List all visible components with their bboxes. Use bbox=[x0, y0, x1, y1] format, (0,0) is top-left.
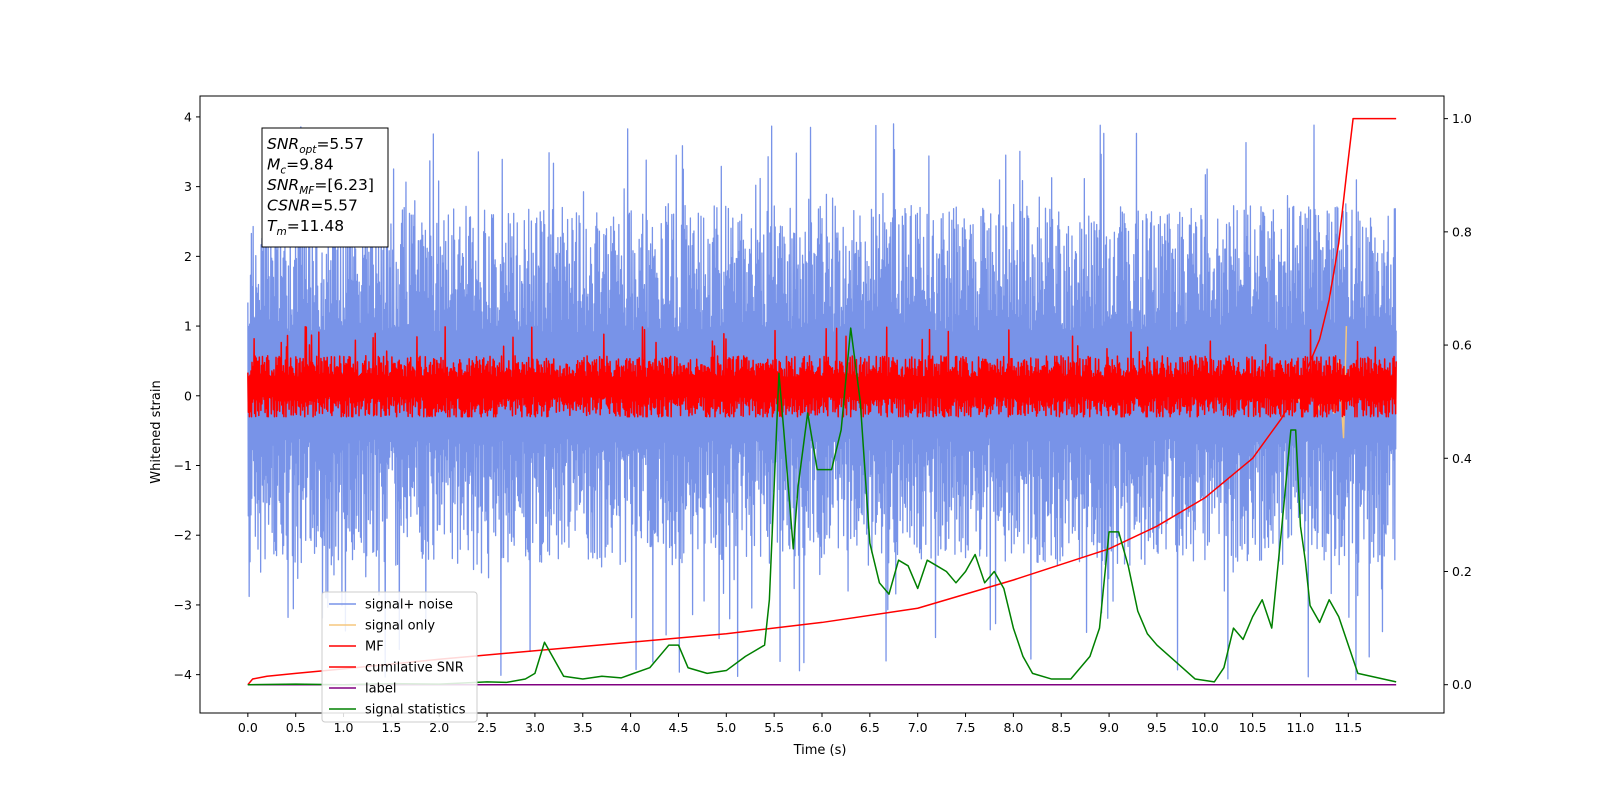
annotation-symbol: T bbox=[267, 217, 278, 235]
x-tick-label: 0.5 bbox=[286, 720, 306, 735]
x-tick-label: 7.0 bbox=[908, 720, 928, 735]
y2-tick-label: 1.0 bbox=[1452, 111, 1472, 126]
y-tick-label: 0 bbox=[184, 388, 192, 403]
y2-tick-label: 0.0 bbox=[1452, 677, 1472, 692]
x-tick-label: 5.5 bbox=[764, 720, 784, 735]
annotation-subscript: c bbox=[280, 165, 286, 177]
x-tick-label: 2.0 bbox=[429, 720, 449, 735]
annotation-symbol: M bbox=[267, 156, 280, 174]
annotation-subscript: m bbox=[276, 226, 286, 238]
legend-label: signal statistics bbox=[365, 703, 466, 718]
series-line-mf bbox=[247, 326, 1397, 418]
annotation-subscript: MF bbox=[299, 185, 315, 197]
annotation-line: Tm=11.48 bbox=[267, 217, 344, 238]
legend-label: signal only bbox=[365, 619, 435, 634]
y-axis-label: Whitened strain bbox=[149, 380, 164, 483]
y-tick-label: 2 bbox=[184, 249, 192, 264]
y-tick-label: 4 bbox=[184, 109, 192, 124]
x-tick-label: 4.0 bbox=[621, 720, 641, 735]
series-line-signal-statistics bbox=[247, 327, 1397, 686]
annotation-symbol: SNR bbox=[267, 135, 299, 153]
x-tick-label: 7.5 bbox=[956, 720, 976, 735]
y-tick-label: −4 bbox=[174, 667, 192, 682]
x-tick-label: 8.5 bbox=[1051, 720, 1071, 735]
x-tick-label: 11.0 bbox=[1287, 720, 1315, 735]
annotation-line: CSNR=5.57 bbox=[267, 197, 358, 215]
x-tick-label: 2.5 bbox=[477, 720, 497, 735]
y-axis-right: 0.0 0.2 0.4 0.6 0.8 1.0 bbox=[1444, 111, 1472, 692]
x-tick-label: 3.0 bbox=[525, 720, 545, 735]
annotation-box: SNRopt=5.57Mc=9.84SNRMF=[6.23]CSNR=5.57T… bbox=[261, 127, 389, 248]
annotation-value: =9.84 bbox=[286, 156, 334, 174]
legend-label: MF bbox=[365, 640, 384, 655]
annotation-subscript: opt bbox=[299, 144, 317, 156]
y-tick-label: −2 bbox=[174, 528, 192, 543]
x-tick-label: 3.5 bbox=[573, 720, 593, 735]
y2-tick-label: 0.8 bbox=[1452, 224, 1472, 239]
y-tick-label: −1 bbox=[174, 458, 192, 473]
x-axis-label: Time (s) bbox=[793, 743, 847, 758]
annotation-line: SNRopt=5.57 bbox=[267, 135, 364, 156]
annotation-symbol: SNR bbox=[267, 176, 299, 194]
x-tick-label: 10.0 bbox=[1191, 720, 1219, 735]
annotation-line: Mc=9.84 bbox=[267, 156, 334, 177]
annotation-line: SNRMF=[6.23] bbox=[267, 176, 374, 197]
x-tick-label: 6.0 bbox=[812, 720, 832, 735]
x-tick-label: 4.5 bbox=[669, 720, 689, 735]
x-tick-label: 0.0 bbox=[238, 720, 258, 735]
x-tick-label: 9.0 bbox=[1099, 720, 1119, 735]
y-tick-label: −3 bbox=[174, 597, 192, 612]
y2-tick-label: 0.4 bbox=[1452, 451, 1472, 466]
x-tick-label: 1.0 bbox=[334, 720, 354, 735]
x-tick-label: 9.5 bbox=[1147, 720, 1167, 735]
annotation-value: =5.57 bbox=[310, 197, 358, 215]
annotation-frame bbox=[261, 127, 389, 248]
x-tick-label: 5.0 bbox=[716, 720, 736, 735]
annotation-value: =5.57 bbox=[316, 135, 364, 153]
y-tick-label: 3 bbox=[184, 179, 192, 194]
legend: signal+ noise signal only MF cumilative SNR… bbox=[321, 591, 478, 723]
x-tick-label: 10.5 bbox=[1239, 720, 1267, 735]
legend-label: signal+ noise bbox=[365, 598, 453, 613]
legend-label: cumilative SNR bbox=[365, 661, 464, 676]
annotation-value: =11.48 bbox=[287, 217, 344, 235]
annotation-symbol: CSNR bbox=[267, 197, 310, 215]
y2-tick-label: 0.6 bbox=[1452, 338, 1472, 353]
legend-frame bbox=[321, 591, 478, 723]
x-tick-label: 1.5 bbox=[381, 720, 401, 735]
annotation-value: =[6.23] bbox=[314, 176, 374, 194]
legend-label: label bbox=[365, 682, 396, 697]
series-line-signal-noise bbox=[247, 123, 1397, 681]
x-tick-label: 6.5 bbox=[860, 720, 880, 735]
x-axis: 0.0 0.5 1.0 1.5 2.0 2.5 3.0 3.5 4.0 4.5 5.0 5.5 6.0 6… bbox=[238, 713, 1362, 735]
y-axis-left: −4 −3 −2 −1 0 1 2 3 4 bbox=[174, 109, 200, 682]
x-tick-label: 11.5 bbox=[1334, 720, 1362, 735]
y-tick-label: 1 bbox=[184, 319, 192, 334]
y2-tick-label: 0.2 bbox=[1452, 564, 1472, 579]
x-tick-label: 8.0 bbox=[1003, 720, 1023, 735]
